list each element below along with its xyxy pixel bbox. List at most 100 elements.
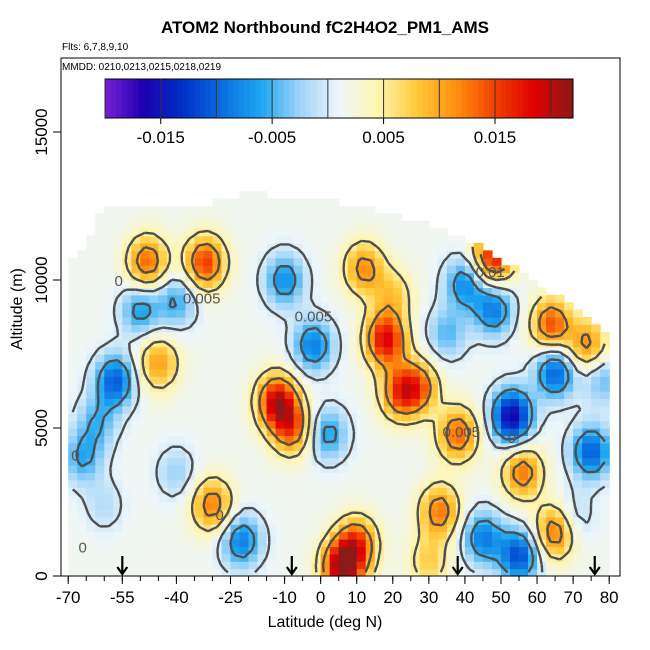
heatmap-cell (284, 250, 295, 259)
heatmap-cell (140, 280, 150, 288)
contour-segment (580, 342, 588, 350)
contour-segment (457, 498, 461, 506)
heatmap-cell (464, 317, 475, 325)
heatmap-cell (302, 243, 313, 251)
x-axis-label: Latitude (deg N) (267, 614, 383, 631)
heatmap-cell (500, 413, 511, 422)
heatmap-cell (230, 428, 241, 436)
heatmap-cell (266, 502, 277, 510)
heatmap-cell (149, 546, 159, 555)
heatmap-cell (528, 324, 538, 333)
heatmap-cell (582, 479, 592, 488)
heatmap-cell (149, 213, 159, 222)
contour-segment (189, 231, 200, 240)
heatmap-cell (212, 428, 223, 436)
heatmap-cell (573, 546, 583, 555)
heatmap-cell (573, 309, 583, 318)
heatmap-cell (365, 287, 376, 296)
heatmap-cell (95, 354, 105, 362)
contour-segment (216, 542, 220, 551)
heatmap-cell (248, 509, 259, 518)
heatmap-cell (194, 302, 205, 311)
heatmap-cell (537, 405, 547, 414)
heatmap-cell (311, 487, 322, 496)
heatmap-cell (347, 516, 358, 525)
contour-segment (490, 416, 495, 425)
heatmap-cell (519, 428, 529, 436)
x-tick-label: 50 (492, 588, 511, 607)
contour-segment (375, 245, 381, 250)
heatmap-cell (537, 553, 547, 562)
heatmap-cell (284, 531, 295, 540)
heatmap-cell (374, 383, 385, 392)
heatmap-cell (293, 383, 304, 392)
heatmap-cell (455, 391, 466, 399)
contour-segment (525, 357, 534, 366)
contour-segment (601, 362, 606, 367)
heatmap-cell (77, 294, 87, 303)
heatmap-cell (347, 502, 358, 510)
contour-segment (273, 283, 279, 292)
contour-segment (338, 335, 343, 344)
heatmap-cell (338, 346, 349, 355)
heatmap-cell (221, 539, 232, 547)
contour-segment (320, 351, 327, 359)
contour-segment (532, 352, 543, 359)
heatmap-cell (510, 428, 520, 436)
heatmap-cell (284, 280, 295, 288)
heatmap-cell (329, 509, 340, 518)
contour-segment (540, 364, 544, 369)
heatmap-cell (365, 317, 376, 325)
heatmap-cell (510, 317, 520, 325)
heatmap-cell (392, 546, 403, 555)
heatmap-cell (275, 487, 286, 496)
heatmap-cell (122, 324, 132, 333)
heatmap-cell (428, 368, 439, 377)
contour-segment (344, 522, 353, 529)
heatmap-cell (68, 472, 78, 481)
heatmap-cell (482, 405, 493, 414)
heatmap-cell (302, 361, 313, 370)
heatmap-cell (68, 561, 78, 570)
contour-segment (112, 482, 119, 492)
heatmap-cell (546, 509, 556, 518)
heatmap-cell (176, 465, 187, 473)
contour-segment (475, 424, 480, 432)
contour-segment (529, 401, 534, 410)
contour-segment (189, 276, 196, 285)
heatmap-cell (338, 413, 349, 422)
contour-segment (532, 297, 541, 307)
heatmap-cell (455, 346, 466, 355)
heatmap-cell (528, 309, 538, 318)
contour-segment (227, 253, 231, 262)
contour-segment (438, 263, 444, 270)
heatmap-cell (428, 531, 439, 540)
heatmap-cell (302, 368, 313, 377)
contour-segment (468, 408, 476, 418)
contour-segment (450, 527, 456, 535)
heatmap-cell (510, 376, 520, 385)
heatmap-cell (419, 294, 430, 303)
heatmap-cell (446, 531, 457, 540)
heatmap-cell (185, 250, 196, 259)
contour-segment (587, 512, 593, 521)
heatmap-cell (311, 383, 322, 392)
heatmap-cell (347, 346, 358, 355)
contour-segment (535, 512, 539, 521)
heatmap-cell (419, 383, 430, 392)
contour-segment (315, 409, 322, 418)
heatmap-cell (329, 494, 340, 503)
contour-segment (324, 349, 328, 353)
heatmap-cell (149, 457, 159, 466)
contour-segment (108, 334, 119, 344)
heatmap-cell (239, 487, 250, 496)
heatmap-cell (564, 331, 574, 340)
heatmap-cell (275, 287, 286, 296)
contour-segment (301, 409, 305, 418)
heatmap-cell (221, 413, 232, 422)
heatmap-cell (95, 302, 105, 311)
heatmap-cell (564, 502, 574, 510)
heatmap-cell (176, 546, 187, 555)
heatmap-cell (383, 450, 394, 459)
contour-segment (306, 374, 317, 381)
